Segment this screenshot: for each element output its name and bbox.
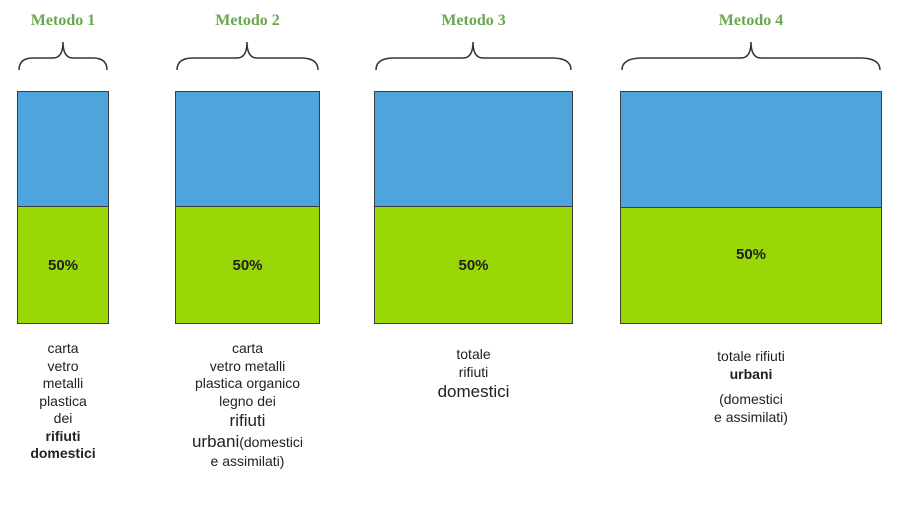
curly-brace-icon [176, 41, 319, 71]
bar-upper-segment [176, 92, 319, 209]
desc-line: e assimilati) [210, 452, 285, 469]
method-description: carta vetro metalli plastica organico le… [145, 340, 350, 470]
desc-line: rifiuti [458, 363, 489, 380]
percent-label: 50% [47, 256, 79, 274]
percent-label: 50% [232, 256, 263, 274]
desc-line: domestici [30, 445, 96, 461]
method-title: Metodo 3 [441, 12, 506, 29]
stacked-bar: 50% [620, 91, 882, 324]
curly-brace-icon [18, 41, 108, 71]
desc-line: urbani [191, 432, 240, 452]
desc-line: carta [47, 340, 79, 356]
method-description: totale rifiuti urbani (domestici e assim… [590, 348, 898, 426]
desc-line: (domestici [239, 434, 304, 451]
method-description: totale rifiuti domestici [344, 346, 603, 402]
desc-line: vetro metalli [209, 357, 286, 374]
desc-line: rifiuti [45, 427, 81, 444]
method-description: carta vetro metalli plastica dei rifiuti… [0, 340, 139, 463]
stacked-bar: 50% [374, 91, 573, 324]
desc-line: plastica [39, 392, 87, 409]
curly-brace-icon [375, 41, 572, 71]
desc-line: legno dei [219, 392, 276, 409]
desc-line: rifiuti [229, 411, 266, 430]
bar-upper-segment [375, 92, 572, 209]
desc-line: urbani [729, 365, 773, 382]
desc-line: (domestici [719, 391, 783, 407]
method-title: Metodo 2 [215, 12, 280, 29]
percent-label: 50% [458, 256, 489, 274]
desc-line: totale rifiuti [717, 348, 785, 364]
desc-line: totale [456, 346, 491, 362]
stacked-bar: 50% [17, 91, 109, 324]
desc-line: dei [53, 410, 73, 426]
desc-line: domestici [437, 382, 510, 401]
bar-lower-segment: 50% [375, 206, 572, 323]
desc-line: e assimilati) [714, 408, 788, 425]
method-title: Metodo 4 [718, 12, 784, 29]
desc-line: plastica organico [194, 375, 301, 391]
bar-lower-segment: 50% [621, 207, 881, 323]
desc-line: carta [231, 340, 264, 356]
method-title: Metodo 1 [30, 12, 96, 29]
stacked-bar: 50% [175, 91, 320, 324]
bar-upper-segment [18, 92, 108, 209]
curly-brace-icon [621, 41, 881, 71]
bar-lower-segment: 50% [18, 206, 108, 323]
bar-upper-segment [621, 92, 881, 209]
bar-lower-segment: 50% [176, 206, 319, 323]
desc-line: vetro [47, 357, 79, 374]
percent-label: 50% [735, 246, 767, 263]
desc-line: metalli [42, 375, 84, 391]
